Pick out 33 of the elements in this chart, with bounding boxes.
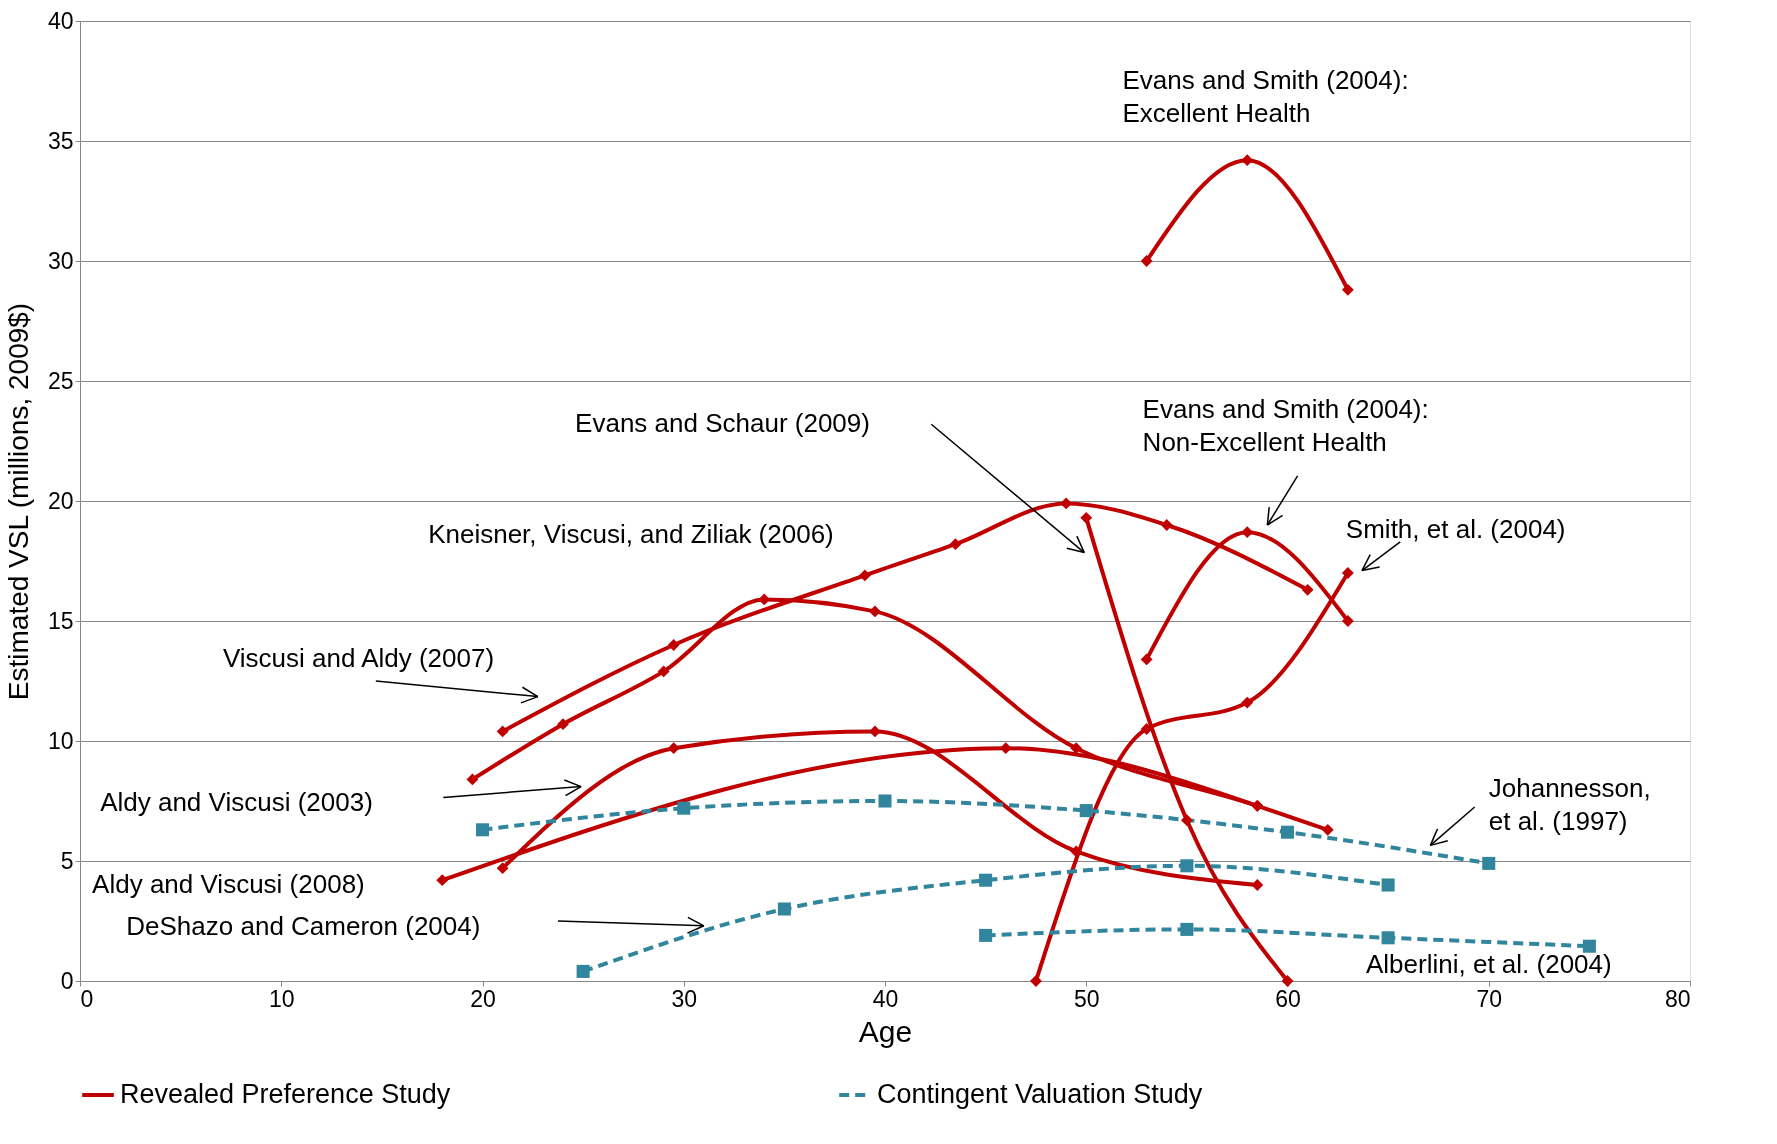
x-tick-label: 50 bbox=[1073, 985, 1100, 1012]
x-tick-label: 10 bbox=[268, 985, 295, 1012]
x-tick-label: 60 bbox=[1275, 985, 1301, 1012]
y-tick-label: 5 bbox=[60, 847, 74, 874]
y-tick-label: 40 bbox=[47, 7, 74, 34]
annotation: Johannesson, et al. (1997) bbox=[1488, 773, 1651, 836]
annotation: Evans and Smith (2004): Non-Excellent Health bbox=[1142, 393, 1429, 457]
annotation: Kneisner, Viscusi, and Ziliak (2006) bbox=[428, 518, 834, 549]
annotation: Smith, et al. (2004) bbox=[1345, 513, 1566, 544]
x-tick-label: 20 bbox=[470, 985, 496, 1012]
y-tick-label: 30 bbox=[47, 247, 74, 274]
annotation: Aldy and Viscusi (2008) bbox=[92, 869, 365, 899]
y-tick-label: 25 bbox=[47, 367, 74, 394]
x-tick-label: 70 bbox=[1476, 985, 1503, 1012]
annotation: Alberlini, et al. (2004) bbox=[1365, 949, 1612, 980]
y-tick-label: 0 bbox=[60, 967, 74, 994]
legend-label: Revealed Preference Study bbox=[120, 1079, 451, 1109]
annotation: DeShazo and Cameron (2004) bbox=[126, 911, 481, 941]
x-tick-label: 80 bbox=[1664, 985, 1691, 1012]
y-tick-label: 15 bbox=[47, 607, 74, 634]
y-tick-label: 20 bbox=[47, 487, 74, 514]
x-tick-label: 0 bbox=[80, 985, 94, 1012]
y-tick-label: 35 bbox=[47, 127, 74, 154]
y-tick-label: 10 bbox=[47, 727, 74, 754]
annotation: Evans and Smith (2004): Excellent Health bbox=[1122, 65, 1409, 128]
legend-label: Contingent Valuation Study bbox=[877, 1079, 1203, 1109]
y-axis-title: Estimated VSL (millions, 2009$) bbox=[2, 302, 34, 701]
x-tick-label: 40 bbox=[872, 985, 899, 1012]
annotation: Aldy and Viscusi (2003) bbox=[100, 787, 373, 818]
x-axis-title: Age bbox=[858, 1014, 913, 1048]
x-tick-label: 30 bbox=[671, 985, 698, 1012]
annotation: Evans and Schaur (2009) bbox=[575, 408, 870, 439]
annotation: Viscusi and Aldy (2007) bbox=[222, 643, 495, 674]
